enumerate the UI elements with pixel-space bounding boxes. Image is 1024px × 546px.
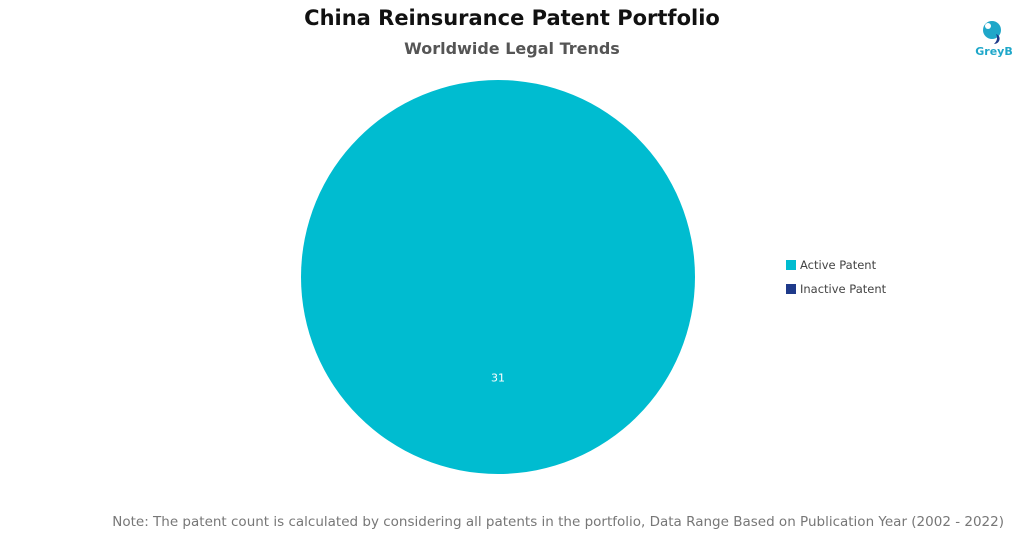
greyb-logo-icon bbox=[983, 21, 1001, 44]
pie-slice-active-patent[interactable] bbox=[301, 80, 695, 474]
legend-label-active-patent: Active Patent bbox=[800, 258, 877, 272]
data-label-active-patent: 31 bbox=[491, 371, 505, 384]
legend-item-active-patent[interactable]: Active Patent bbox=[786, 258, 876, 272]
legend-item-inactive-patent[interactable]: Inactive Patent bbox=[786, 282, 886, 296]
footnote: Note: The patent count is calculated by … bbox=[112, 514, 1004, 530]
chart-subtitle: Worldwide Legal Trends bbox=[404, 39, 620, 58]
legend-swatch-inactive-patent bbox=[786, 284, 796, 294]
chart-title: China Reinsurance Patent Portfolio bbox=[304, 6, 720, 30]
brand-name: GreyB bbox=[975, 45, 1013, 58]
legend-label-inactive-patent: Inactive Patent bbox=[800, 282, 887, 296]
legend-swatch-active-patent bbox=[786, 260, 796, 270]
